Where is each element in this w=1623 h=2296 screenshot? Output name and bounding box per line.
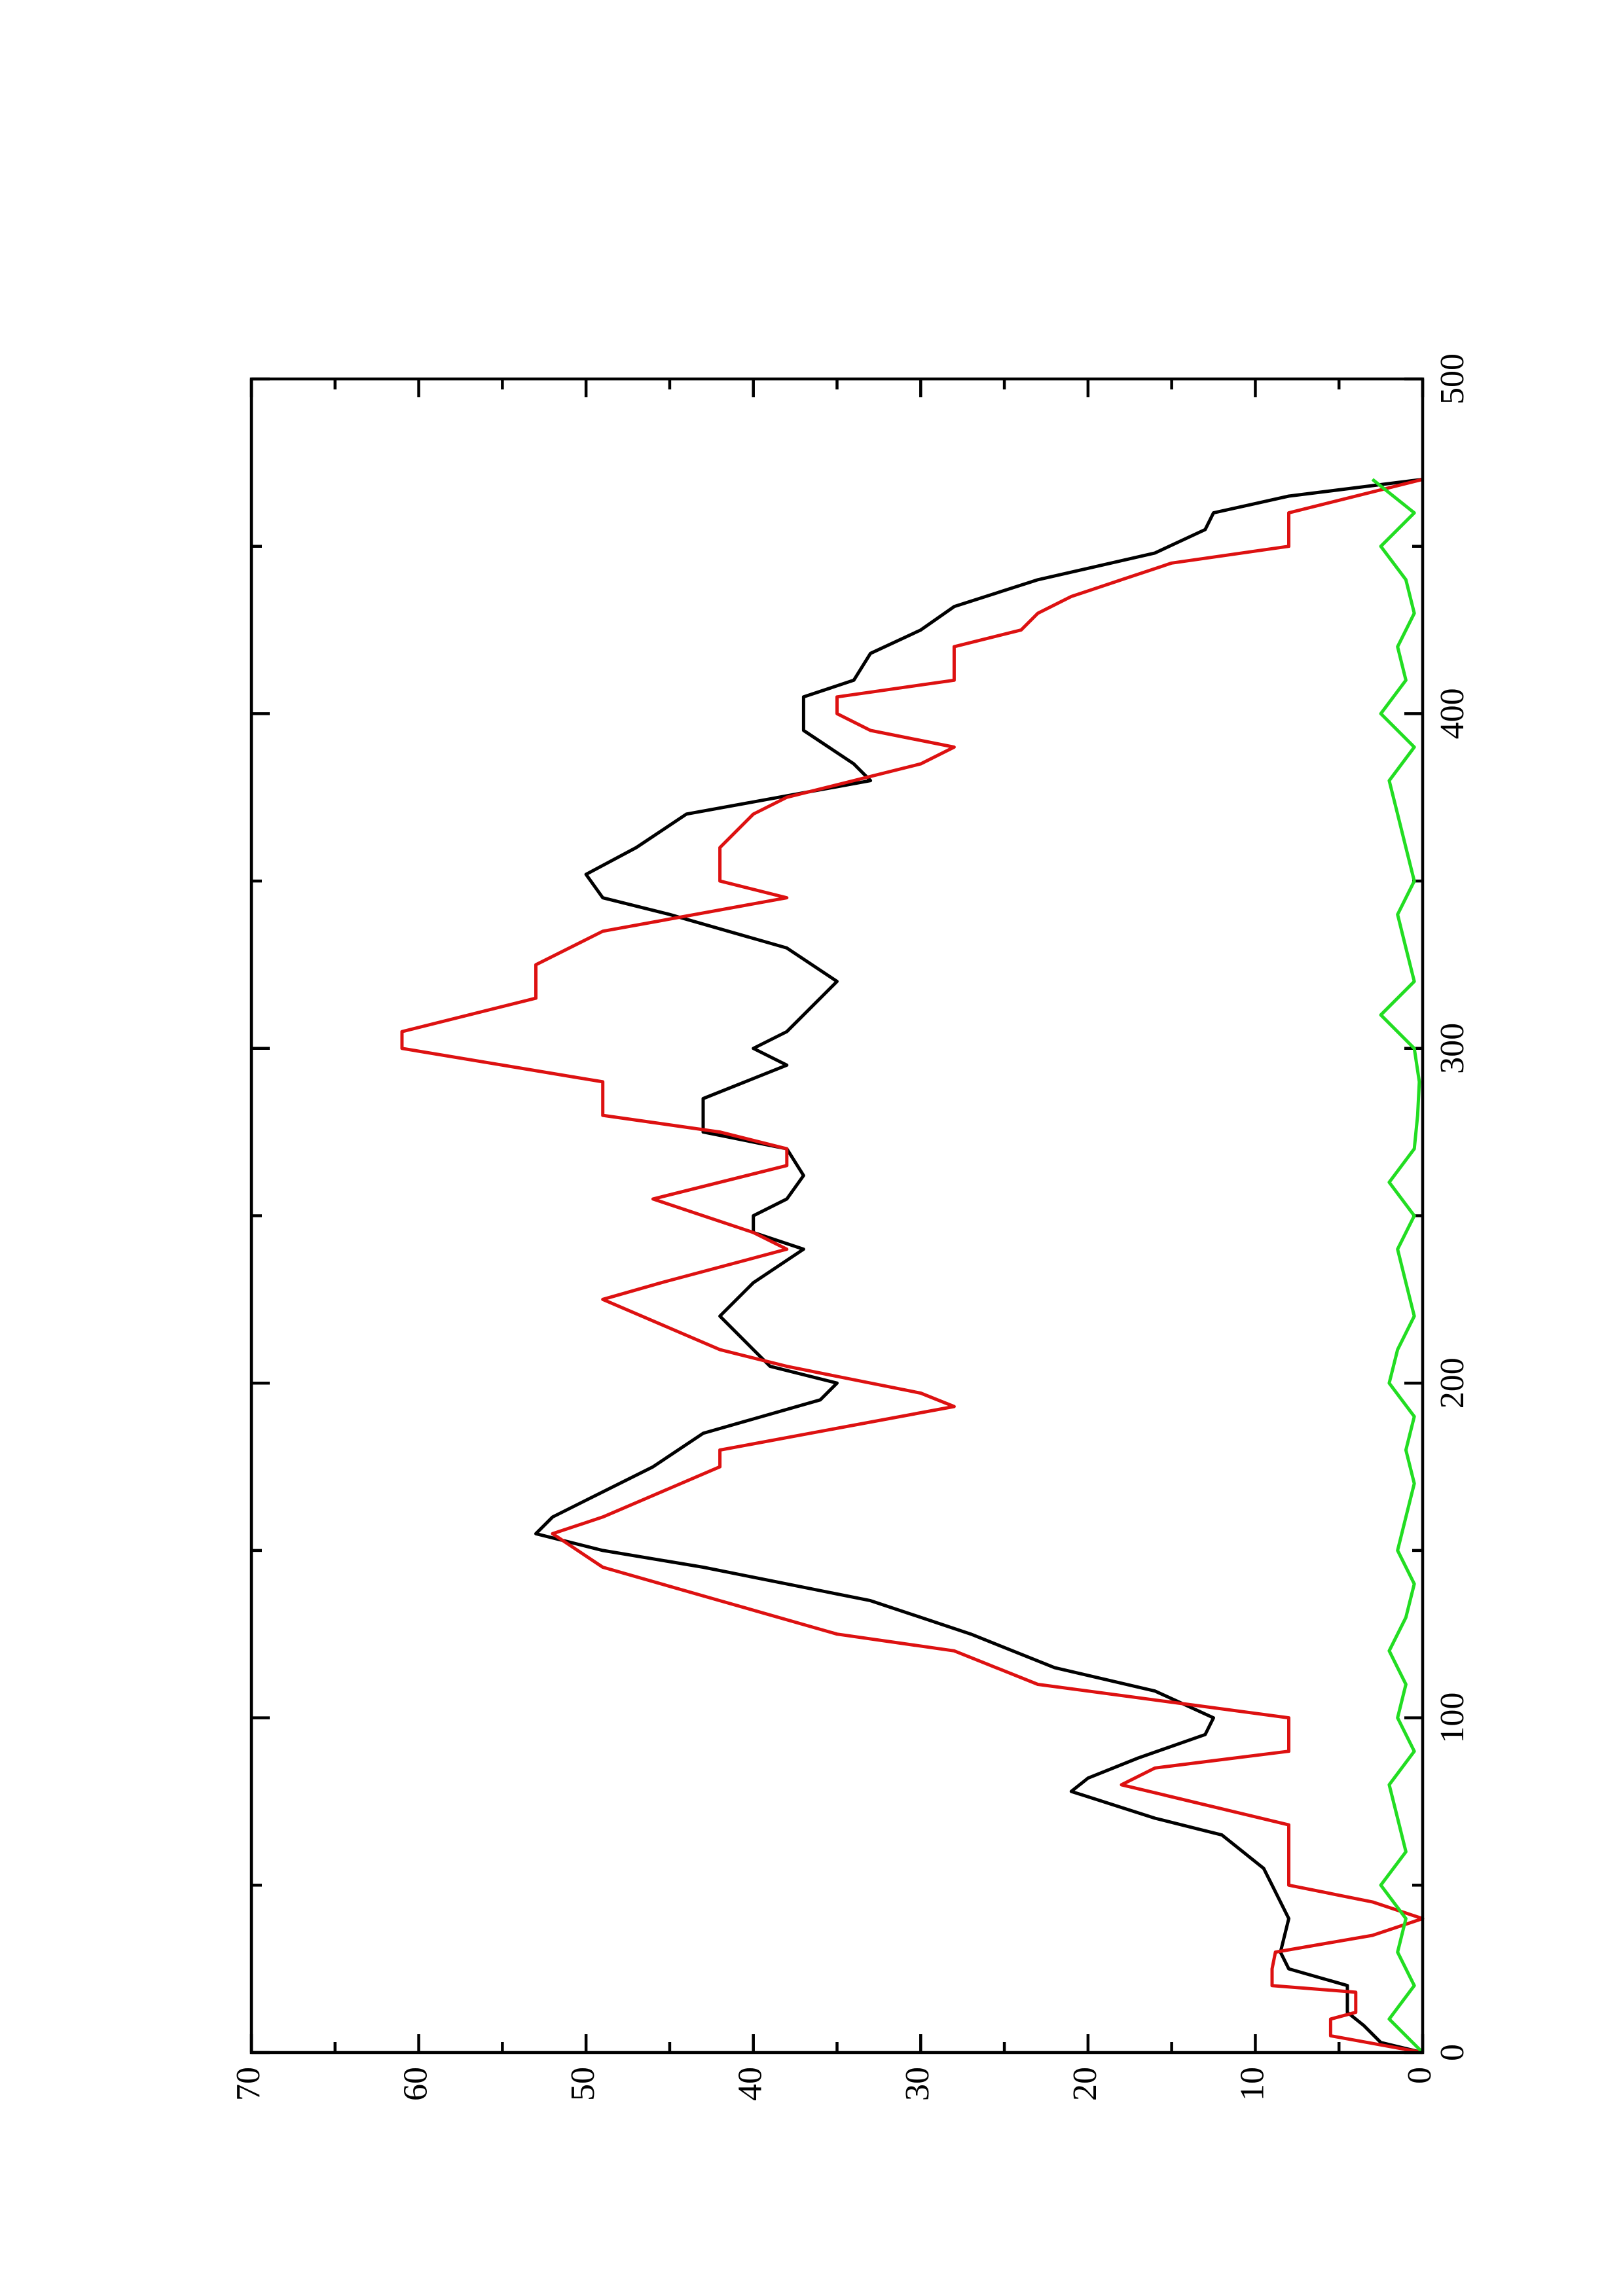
y-tick-label: 10 xyxy=(1233,2067,1271,2101)
x-tick-label: 300 xyxy=(1434,1023,1471,1074)
y-tick-label: 20 xyxy=(1067,2067,1104,2101)
y-tick-label: 0 xyxy=(1401,2067,1438,2084)
x-tick-label: 100 xyxy=(1434,1693,1471,1744)
y-tick-label: 60 xyxy=(397,2067,435,2101)
y-tick-label: 40 xyxy=(732,2067,769,2101)
x-tick-label: 500 xyxy=(1434,353,1471,404)
x-tick-label: 0 xyxy=(1434,2044,1471,2061)
y-tick-label: 30 xyxy=(899,2067,936,2101)
series-line xyxy=(1371,478,1424,2054)
x-tick-label: 200 xyxy=(1434,1357,1471,1408)
rotated-plot: 0 100 200 300 400 500 0 10 20 30 40 50 60 70 xyxy=(230,353,1471,2101)
x-tick-label: 400 xyxy=(1434,688,1471,739)
series-line xyxy=(534,477,1423,2054)
series-line xyxy=(400,477,1425,2054)
y-tick-label: 70 xyxy=(230,2067,267,2101)
plot-frame xyxy=(249,377,1425,2054)
y-tick-label: 50 xyxy=(564,2067,602,2101)
